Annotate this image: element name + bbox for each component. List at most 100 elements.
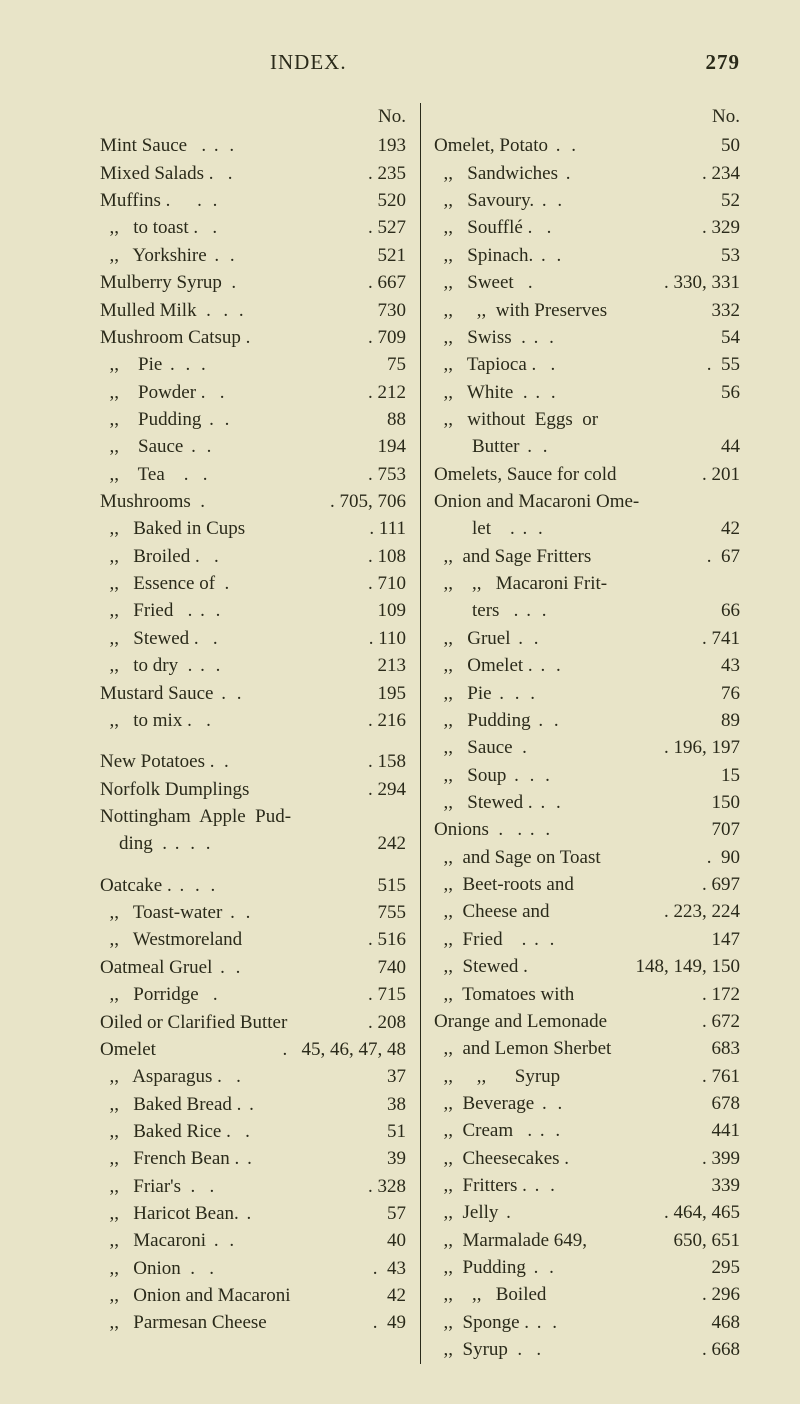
index-entry: ,, Broiled . . . 108: [100, 543, 406, 570]
entry-label: ,, to toast . .: [100, 214, 217, 241]
entry-number: . 761: [694, 1063, 740, 1090]
entry-label: ,, Stewed .: [434, 789, 533, 816]
entry-dots: . .: [206, 132, 360, 159]
entry-number: 43: [694, 652, 740, 679]
entry-label: Omelet: [100, 1036, 156, 1063]
column-left: No. Mint Sauce . . . 193Mixed Salads . .…: [100, 103, 420, 1364]
entry-label: ,, Soup: [434, 762, 506, 789]
entry-dots: [617, 461, 694, 488]
entry-number: . 67: [694, 543, 740, 570]
index-entry: Onions . . . . 707: [434, 816, 740, 843]
entry-label: Onions . .: [434, 816, 522, 843]
index-entry: ,, Friar's . . . 328: [100, 1173, 406, 1200]
entry-number: . 399: [694, 1145, 740, 1172]
entry-dots: . . .: [167, 830, 360, 857]
entry-number: 89: [694, 707, 740, 734]
entry-dots: [249, 776, 360, 803]
entry-dots: .: [241, 1091, 360, 1118]
entry-label: ,, Marmalade 649,: [434, 1227, 587, 1254]
entry-number: 38: [360, 1091, 406, 1118]
index-entry: ,, Toast-water . . 755: [100, 899, 406, 926]
index-entry: ,, Jelly . . 464, 465: [434, 1199, 740, 1226]
entry-dots: [156, 1036, 283, 1063]
entry-number: . 329: [694, 214, 740, 241]
entry-label: ,, Savoury.: [434, 187, 534, 214]
index-entry: ,, Sweet . . 330, 331: [434, 269, 740, 296]
index-entry: ,, Essence of . . 710: [100, 570, 406, 597]
entry-number: 51: [360, 1118, 406, 1145]
entry-number: 50: [694, 132, 740, 159]
column-head-left: No.: [100, 103, 406, 130]
entry-label: ,, Fritters .: [434, 1172, 527, 1199]
entry-label: ,, Tomatoes with: [434, 981, 574, 1008]
index-entry: ,, Onion and Macaroni 42: [100, 1282, 406, 1309]
entry-number: . 43: [360, 1255, 406, 1282]
entry-number: 150: [694, 789, 740, 816]
index-entry: Mulled Milk . . . 730: [100, 297, 406, 324]
index-entry: ,, Soup . . . 15: [434, 762, 740, 789]
entry-label: Mixed Salads . .: [100, 160, 232, 187]
index-entry: ,, Cheese and . 223, 224: [434, 898, 740, 925]
page: INDEX. 279 No. Mint Sauce . . . 193Mixed…: [0, 0, 800, 1404]
entry-dots: [560, 1063, 694, 1090]
entry-number: . 709: [360, 324, 406, 351]
column-right: No. Omelet, Potato . . 50 ,, Sandwiches …: [420, 103, 740, 1364]
index-entry: ,, Parmesan Cheese . 49: [100, 1309, 406, 1336]
entry-number: 441: [694, 1117, 740, 1144]
index-entry: ,, Soufflé . . . 329: [434, 214, 740, 241]
entry-label: ,, Baked in Cups: [100, 515, 245, 542]
entry-dots: [550, 898, 664, 925]
index-entry: Omelet . 45, 46, 47, 48: [100, 1036, 406, 1063]
index-entry: ,, Stewed . . . 110: [100, 625, 406, 652]
entry-dots: [569, 1145, 694, 1172]
entry-number: 193: [360, 132, 406, 159]
entry-number: . 516: [360, 926, 406, 953]
entry-label: ,, Baked Rice . .: [100, 1118, 250, 1145]
entry-label: Orange and Lemonade: [434, 1008, 607, 1035]
entry-label: ,, ,, Syrup: [434, 1063, 560, 1090]
entry-dots: . .: [207, 242, 360, 269]
entry-label: ,, Onion . .: [100, 1255, 214, 1282]
entry-number: . 464, 465: [664, 1199, 740, 1226]
entry-label: ,, Cheesecakes .: [434, 1145, 569, 1172]
entry-label: Butter: [434, 433, 520, 460]
index-entry: ,, Savoury. . . 52: [434, 187, 740, 214]
entry-label: ,, Porridge .: [100, 981, 218, 1008]
entry-number: . 672: [694, 1008, 740, 1035]
entry-dots: . .: [206, 1227, 360, 1254]
index-entry: ,, Sauce . . 196, 197: [434, 734, 740, 761]
index-entry: Oiled or Clarified Butter . 208: [100, 1009, 406, 1036]
entry-dots: . .: [534, 1090, 694, 1117]
entry-number: . 697: [694, 871, 740, 898]
entry-label: ,, Stewed . .: [100, 625, 218, 652]
entry-dots: [287, 1009, 360, 1036]
entry-number: . 668: [694, 1336, 740, 1363]
entry-label: ,, Jelly: [434, 1199, 498, 1226]
index-entry: Mulberry Syrup . . 667: [100, 269, 406, 296]
entry-dots: . .: [189, 187, 360, 214]
columns: No. Mint Sauce . . . 193Mixed Salads . .…: [100, 103, 740, 1364]
entry-dots: [546, 1281, 694, 1308]
entry-dots: . .: [527, 1172, 694, 1199]
index-entry: ,, French Bean . . 39: [100, 1145, 406, 1172]
entry-label: ,, Tea . .: [100, 461, 208, 488]
index-entry: ,, Onion . . . 43: [100, 1255, 406, 1282]
entry-dots: [241, 1063, 360, 1090]
entry-dots: [245, 515, 360, 542]
index-entry: Muffins . . . 520: [100, 187, 406, 214]
entry-dots: .: [239, 1145, 360, 1172]
entry-number: . 715: [360, 981, 406, 1008]
entry-dots: [219, 543, 360, 570]
index-entry: Mushrooms . . 705, 706: [100, 488, 406, 515]
index-entry: ,, Stewed . . . 150: [434, 789, 740, 816]
index-entry: ,, Pudding . . 88: [100, 406, 406, 433]
entry-number: . 208: [360, 1009, 406, 1036]
entry-label: ,, Sweet .: [434, 269, 533, 296]
index-entry: let . . . 42: [434, 515, 740, 542]
index-entry: ,, Baked Rice . . 51: [100, 1118, 406, 1145]
index-entry: ,, Asparagus . . 37: [100, 1063, 406, 1090]
entry-label: ,, Stewed .: [434, 953, 528, 980]
entry-dots: . .: [548, 132, 694, 159]
entry-dots: [533, 269, 664, 296]
entry-dots: .: [498, 1199, 664, 1226]
